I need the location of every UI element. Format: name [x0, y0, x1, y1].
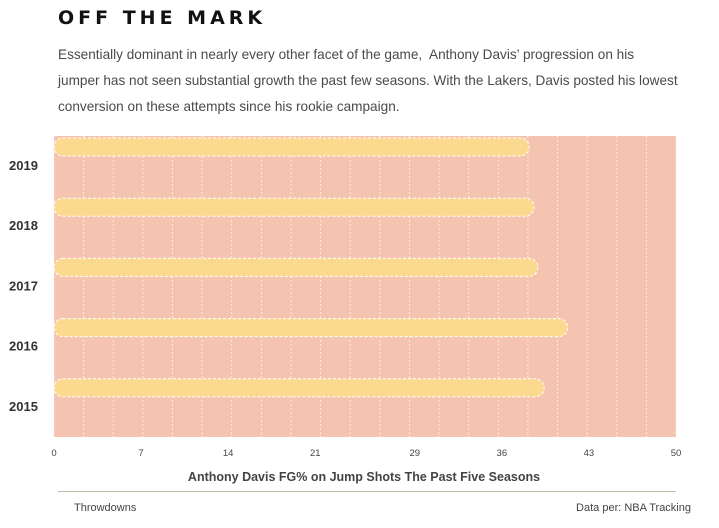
category-label-2015: 2015: [9, 399, 38, 414]
x-tick-labels: 0 7 14 21 29 36 43 50: [51, 448, 681, 459]
x-tick-29: 29: [409, 448, 420, 459]
x-axis-label: Anthony Davis FG% on Jump Shots The Past…: [188, 470, 540, 484]
data-credit: Data per: NBA Tracking: [576, 502, 691, 514]
category-label-2019: 2019: [9, 158, 38, 173]
bar-2017: [53, 257, 539, 277]
x-tick-43: 43: [584, 448, 595, 459]
bar-2019: [53, 137, 530, 157]
x-tick-21: 21: [310, 448, 321, 459]
x-tick-36: 36: [497, 448, 508, 459]
category-label-2018: 2018: [9, 218, 38, 233]
bar-2018: [53, 197, 535, 217]
category-label-2017: 2017: [9, 278, 38, 293]
category-label-2016: 2016: [9, 339, 38, 354]
x-tick-7: 7: [138, 448, 143, 459]
bar-2016: [53, 318, 569, 338]
bar-2015: [53, 378, 545, 398]
bars: [53, 137, 569, 398]
x-tick-0: 0: [51, 448, 56, 459]
x-tick-14: 14: [223, 448, 234, 459]
chart-subtitle: Essentially dominant in nearly every oth…: [58, 47, 682, 114]
x-tick-50: 50: [671, 448, 682, 459]
footer-divider: [58, 491, 676, 492]
category-labels: 2019 2018 2017 2016 2015: [9, 158, 38, 414]
chart-title: OFF THE MARK: [58, 7, 267, 29]
source-label: Throwdowns: [74, 502, 137, 514]
